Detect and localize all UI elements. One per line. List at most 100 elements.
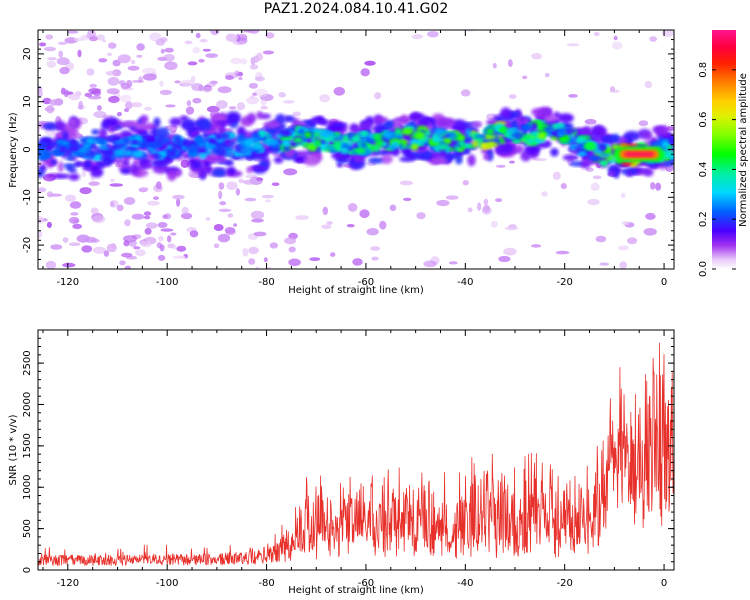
noise-speckle xyxy=(181,206,189,215)
noise-speckle xyxy=(38,126,41,135)
ridge-halo xyxy=(69,168,77,173)
noise-speckle xyxy=(206,105,220,113)
ridge-blob xyxy=(113,149,126,157)
noise-speckle xyxy=(116,111,122,117)
noise-speckle xyxy=(448,261,458,265)
noise-speckle xyxy=(643,228,657,236)
ridge-blob xyxy=(588,156,600,160)
noise-speckle xyxy=(592,175,602,180)
noise-speckle xyxy=(359,209,370,219)
noise-speckle xyxy=(180,79,195,87)
noise-speckle xyxy=(585,167,594,172)
ridge-halo xyxy=(120,130,133,139)
noise-speckle xyxy=(254,76,265,82)
ridge-blob xyxy=(267,140,279,146)
ridge-halo xyxy=(471,121,483,128)
ridge-halo xyxy=(626,170,633,177)
noise-speckle xyxy=(333,86,345,96)
noise-speckle xyxy=(477,202,482,211)
noise-speckle xyxy=(225,33,237,42)
noise-speckle xyxy=(218,208,232,212)
ridge-blob xyxy=(504,128,514,134)
noise-speckle xyxy=(88,88,101,94)
noise-speckle xyxy=(423,260,437,268)
ridge-blob xyxy=(527,123,534,128)
noise-speckle xyxy=(200,86,213,93)
y-tick-label: 0 xyxy=(22,146,33,152)
ridge-blob xyxy=(359,131,370,136)
noise-speckle xyxy=(153,196,159,200)
noise-speckle xyxy=(248,258,256,265)
ridge-halo xyxy=(331,151,344,160)
noise-speckle xyxy=(172,244,177,250)
noise-speckle xyxy=(227,213,234,218)
ridge-halo xyxy=(198,167,208,179)
ridge-blob xyxy=(669,153,674,159)
noise-speckle xyxy=(593,31,600,37)
noise-speckle xyxy=(123,197,136,205)
noise-speckle xyxy=(44,46,56,52)
noise-speckle xyxy=(522,75,528,80)
ridge-blob xyxy=(563,128,577,134)
ridge-blob xyxy=(599,153,611,157)
ridge-halo xyxy=(303,155,320,166)
ridge-halo xyxy=(580,129,591,137)
colorbar-ticks: 0.0 0.2 0.4 0.6 0.8 xyxy=(698,62,736,277)
noise-speckle xyxy=(495,198,503,203)
ridge-blob xyxy=(237,133,246,141)
noise-speckle xyxy=(62,237,69,243)
noise-speckle xyxy=(131,213,145,220)
noise-speckle xyxy=(260,105,269,110)
noise-speckle xyxy=(284,237,297,245)
ridge-blob xyxy=(110,155,116,160)
noise-speckle xyxy=(552,171,561,180)
ridge-blob xyxy=(271,146,277,150)
noise-speckle xyxy=(360,68,370,77)
noise-speckle xyxy=(416,212,426,220)
x-tick-label: -60 xyxy=(358,578,374,589)
ridge-blob xyxy=(207,144,216,149)
ridge-blob xyxy=(369,145,376,151)
noise-speckle xyxy=(119,260,126,266)
noise-speckle xyxy=(45,260,57,269)
noise-speckle xyxy=(143,211,152,216)
noise-speckle xyxy=(136,43,145,51)
ridge-halo xyxy=(557,113,574,123)
noise-speckle xyxy=(236,102,246,111)
noise-speckle xyxy=(38,215,45,225)
ridge-blob xyxy=(388,144,397,151)
spectrogram-y-axis: -20 -10 0 10 20 xyxy=(22,29,674,270)
noise-speckle xyxy=(95,34,106,41)
noise-speckle xyxy=(243,30,253,33)
noise-speckle xyxy=(213,224,224,231)
noise-speckle xyxy=(250,210,265,220)
ridge-halo xyxy=(406,153,415,158)
noise-speckle xyxy=(62,262,76,268)
ridge-blob xyxy=(132,150,144,158)
ridge-blob xyxy=(152,141,165,148)
noise-speckle xyxy=(566,43,580,47)
noise-speckle xyxy=(239,58,248,65)
ridge-halo xyxy=(467,154,476,167)
ridge-blob xyxy=(229,141,236,147)
noise-speckle xyxy=(495,164,506,168)
noise-speckle xyxy=(39,42,47,47)
spectrogram-x-label: Height of straight line (km) xyxy=(288,285,424,296)
noise-speckle xyxy=(217,86,232,94)
ridge-blob xyxy=(199,152,207,159)
colorbar: 0.0 0.2 0.4 0.6 0.8 Normalized spectral ampl… xyxy=(698,30,749,277)
noise-speckle xyxy=(110,178,115,183)
figure-title: PAZ1.2024.084.10.41.G02 xyxy=(263,1,449,17)
ridge-halo xyxy=(129,163,140,175)
ridge-blob xyxy=(123,149,134,157)
noise-speckle xyxy=(192,47,201,54)
noise-speckle xyxy=(282,100,295,104)
ridge-blob xyxy=(333,141,341,150)
noise-speckle xyxy=(164,61,178,70)
noise-speckle xyxy=(347,203,358,212)
ridge-blob xyxy=(552,123,565,129)
ridge-blob xyxy=(39,140,49,149)
ridge-halo xyxy=(139,114,149,124)
noise-speckle xyxy=(142,73,157,81)
